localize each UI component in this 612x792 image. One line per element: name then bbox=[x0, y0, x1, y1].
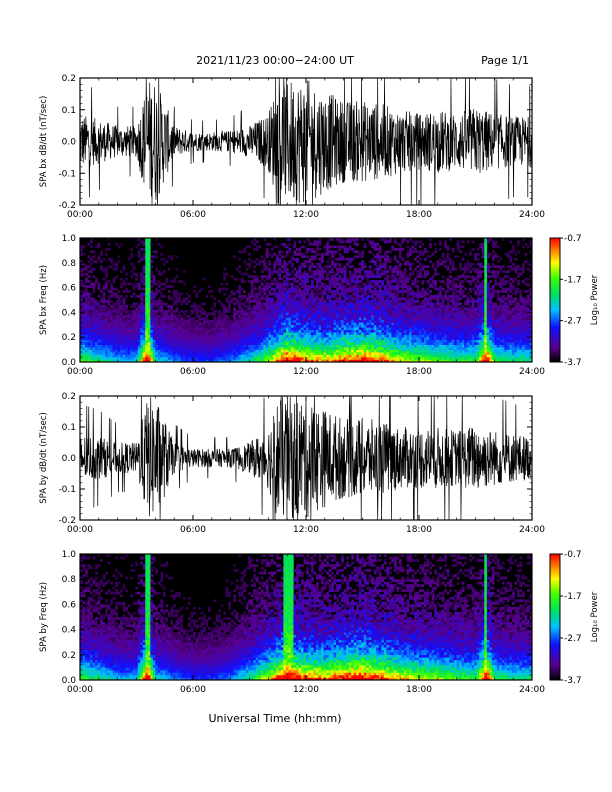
y-tick-label: 0.2 bbox=[62, 333, 76, 343]
colorbar-tick-label: -1.7 bbox=[564, 592, 582, 602]
colorbar bbox=[549, 237, 561, 363]
x-tick-label: 24:00 bbox=[519, 685, 545, 695]
bx-spectrogram-panel: 00:00 06:00 12:00 18:00 24:00 0.0 0.2 0.4 0.6 0.8… bbox=[39, 234, 600, 377]
colorbar bbox=[549, 553, 561, 681]
colorbar-tick-label: -2.7 bbox=[564, 317, 582, 327]
colorbar-tick-label: -3.7 bbox=[564, 676, 582, 686]
y-tick-label: 0.8 bbox=[62, 259, 77, 269]
colorbar-tick-label: -2.7 bbox=[564, 634, 582, 644]
plot-frame bbox=[79, 395, 533, 521]
plot-frame bbox=[79, 553, 533, 681]
y-tick-label: -0.1 bbox=[58, 169, 76, 179]
colorbar-tick-label: -3.7 bbox=[564, 358, 582, 368]
y-tick-label: 1.0 bbox=[62, 234, 77, 244]
x-tick-label: 00:00 bbox=[67, 685, 93, 695]
y-tick-label: 0.0 bbox=[62, 676, 77, 686]
y-tick-label: -0.2 bbox=[58, 201, 76, 211]
x-tick-label: 18:00 bbox=[406, 367, 432, 377]
x-tick-label: 24:00 bbox=[519, 367, 545, 377]
y-tick-label: 0.8 bbox=[62, 575, 77, 585]
bx-dbdt-panel: 00:00 06:00 12:00 18:00 24:00 -0.2 -0.1 0.0 0.1 0… bbox=[39, 74, 545, 220]
x-tick-label: 12:00 bbox=[293, 210, 319, 220]
y-tick-label: 0.4 bbox=[62, 626, 77, 636]
dbdt-series-line bbox=[80, 78, 532, 205]
y-axis-label: SPA by Freq (Hz) bbox=[39, 582, 49, 652]
x-tick-label: 24:00 bbox=[519, 525, 545, 535]
plot-frame bbox=[79, 237, 533, 363]
x-tick-label: 06:00 bbox=[180, 525, 206, 535]
spectrogram-cells bbox=[80, 238, 533, 363]
y-tick-label: 0.0 bbox=[62, 358, 77, 368]
x-tick-label: 18:00 bbox=[406, 685, 432, 695]
y-tick-label: 0.4 bbox=[62, 308, 77, 318]
y-axis-label: SPA bx dB/dt (nT/sec) bbox=[39, 96, 49, 188]
y-axis-label: SPA by dB/dt (nT/sec) bbox=[39, 412, 49, 504]
y-tick-label: 0.0 bbox=[62, 138, 77, 148]
colorbar-tick-label: -0.7 bbox=[564, 550, 582, 560]
x-tick-label: 12:00 bbox=[293, 685, 319, 695]
y-tick-label: -0.1 bbox=[58, 485, 76, 495]
y-tick-label: 0.6 bbox=[62, 600, 77, 610]
y-tick-label: 0.2 bbox=[62, 651, 76, 661]
page-title: 2021/11/23 00:00−24:00 UT bbox=[196, 54, 354, 67]
by-dbdt-panel: 00:00 06:00 12:00 18:00 24:00 -0.2 -0.1 0.0 0.1 0… bbox=[39, 392, 545, 535]
x-tick-label: 06:00 bbox=[180, 685, 206, 695]
colorbar-label: Log₁₀ Power bbox=[590, 274, 600, 325]
x-tick-label: 00:00 bbox=[67, 525, 93, 535]
y-axis-label: SPA bx Freq (Hz) bbox=[39, 265, 49, 335]
y-tick-label: 1.0 bbox=[62, 550, 77, 560]
y-tick-label: 0.2 bbox=[62, 74, 76, 84]
y-tick-label: 0.1 bbox=[62, 106, 76, 116]
x-tick-label: 18:00 bbox=[406, 525, 432, 535]
spectrogram-cells bbox=[80, 554, 533, 681]
x-tick-label: 18:00 bbox=[406, 210, 432, 220]
x-tick-label: 06:00 bbox=[180, 210, 206, 220]
y-tick-label: 0.2 bbox=[62, 392, 76, 402]
x-tick-label: 00:00 bbox=[67, 367, 93, 377]
x-axis-label: Universal Time (hh:mm) bbox=[209, 712, 342, 725]
by-spectrogram-panel: 00:00 06:00 12:00 18:00 24:00 0.0 0.2 0.4 0.6 0.8… bbox=[39, 550, 600, 695]
y-tick-label: 0.6 bbox=[62, 284, 77, 294]
x-tick-label: 24:00 bbox=[519, 210, 545, 220]
y-tick-label: 0.1 bbox=[62, 423, 76, 433]
y-tick-label: -0.2 bbox=[58, 516, 76, 526]
x-tick-label: 12:00 bbox=[293, 525, 319, 535]
plot-frame bbox=[79, 77, 533, 206]
y-tick-label: 0.0 bbox=[62, 454, 77, 464]
colorbar-tick-label: -1.7 bbox=[564, 275, 582, 285]
x-tick-label: 00:00 bbox=[67, 210, 93, 220]
colorbar-label: Log₁₀ Power bbox=[590, 591, 600, 642]
colorbar-tick-label: -0.7 bbox=[564, 234, 582, 244]
x-tick-label: 06:00 bbox=[180, 367, 206, 377]
x-tick-label: 12:00 bbox=[293, 367, 319, 377]
page-number: Page 1/1 bbox=[481, 54, 529, 67]
